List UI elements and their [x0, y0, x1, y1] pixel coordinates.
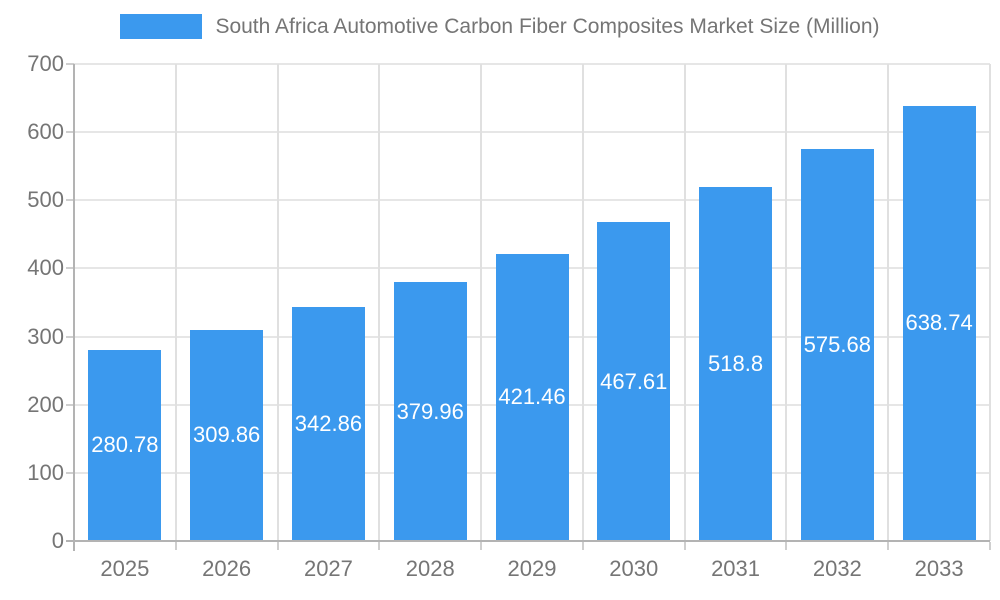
x-axis-tick [989, 542, 991, 550]
gridline-vertical [581, 64, 584, 541]
x-axis-tick [785, 542, 788, 550]
y-axis-tick-label: 0 [51, 528, 64, 553]
bar-value-label: 638.74 [905, 310, 973, 336]
y-axis-tick [66, 335, 74, 338]
y-axis-tick-label: 500 [27, 187, 64, 213]
bar[interactable] [190, 329, 264, 541]
bar[interactable] [597, 222, 671, 541]
gridline-vertical [378, 64, 381, 541]
gridline-vertical [174, 64, 177, 541]
x-axis-tick-label: 2028 [405, 556, 455, 581]
x-axis-tick-label: 2032 [812, 556, 862, 581]
legend-swatch-icon [120, 14, 203, 39]
x-axis-tick-label: 2025 [100, 556, 150, 581]
gridline-horizontal [74, 199, 990, 202]
bar[interactable] [800, 148, 874, 541]
y-axis-line [73, 64, 75, 551]
x-axis-tick [378, 542, 381, 550]
x-axis-tick-label: 2030 [609, 556, 659, 581]
x-axis-tick-label: 2033 [914, 556, 964, 581]
y-axis-tick-label: 200 [27, 391, 64, 417]
x-axis-tick-label: 2029 [507, 556, 557, 581]
x-axis-tick [581, 542, 584, 550]
chart-legend-item[interactable]: South Africa Automotive Carbon Fiber Com… [0, 14, 1000, 39]
gridline-vertical [683, 64, 686, 541]
y-axis-tick [66, 267, 74, 270]
x-axis-tick-label: 2031 [711, 556, 761, 581]
x-axis-tick-label: 2027 [303, 556, 353, 581]
gridline-vertical [276, 64, 279, 541]
bar[interactable] [291, 307, 365, 541]
gridline-vertical [785, 64, 788, 541]
gridline-vertical [887, 64, 890, 541]
y-axis-tick [66, 63, 74, 65]
bar-value-label: 379.96 [396, 398, 464, 424]
bar-value-label: 467.61 [600, 368, 668, 394]
bar[interactable] [699, 187, 773, 541]
x-axis-tick [174, 542, 177, 550]
gridline-horizontal [74, 63, 990, 65]
x-axis-tick [480, 542, 483, 550]
bar-value-label: 309.86 [193, 422, 261, 448]
y-axis-tick-label: 300 [27, 323, 64, 349]
bar-value-label: 575.68 [803, 331, 871, 357]
y-axis-tick [66, 403, 74, 406]
bar-value-label: 518.8 [708, 351, 764, 377]
x-axis-tick [276, 542, 279, 550]
y-axis-tick [66, 199, 74, 202]
y-axis-tick-label: 700 [27, 51, 64, 76]
legend-label: South Africa Automotive Carbon Fiber Com… [215, 14, 880, 38]
bar-value-label: 342.86 [294, 411, 363, 437]
bar[interactable] [393, 282, 467, 541]
bar[interactable] [495, 253, 569, 541]
y-axis-tick-label: 100 [27, 459, 64, 485]
bar[interactable] [902, 105, 976, 541]
x-axis-tick-label: 2026 [202, 556, 252, 581]
bar[interactable] [88, 349, 162, 541]
y-axis-tick [66, 131, 74, 134]
bar-value-label: 421.46 [498, 384, 566, 410]
x-axis-line [66, 540, 990, 542]
x-axis-tick [887, 542, 890, 550]
gridline-vertical [480, 64, 483, 541]
gridline-vertical [989, 64, 991, 541]
y-axis-tick-label: 400 [27, 255, 64, 281]
x-axis-tick [683, 542, 686, 550]
gridline-horizontal [74, 131, 990, 134]
bar-value-label: 280.78 [91, 432, 159, 458]
y-axis-tick [66, 471, 74, 474]
y-axis-tick-label: 600 [27, 119, 64, 145]
